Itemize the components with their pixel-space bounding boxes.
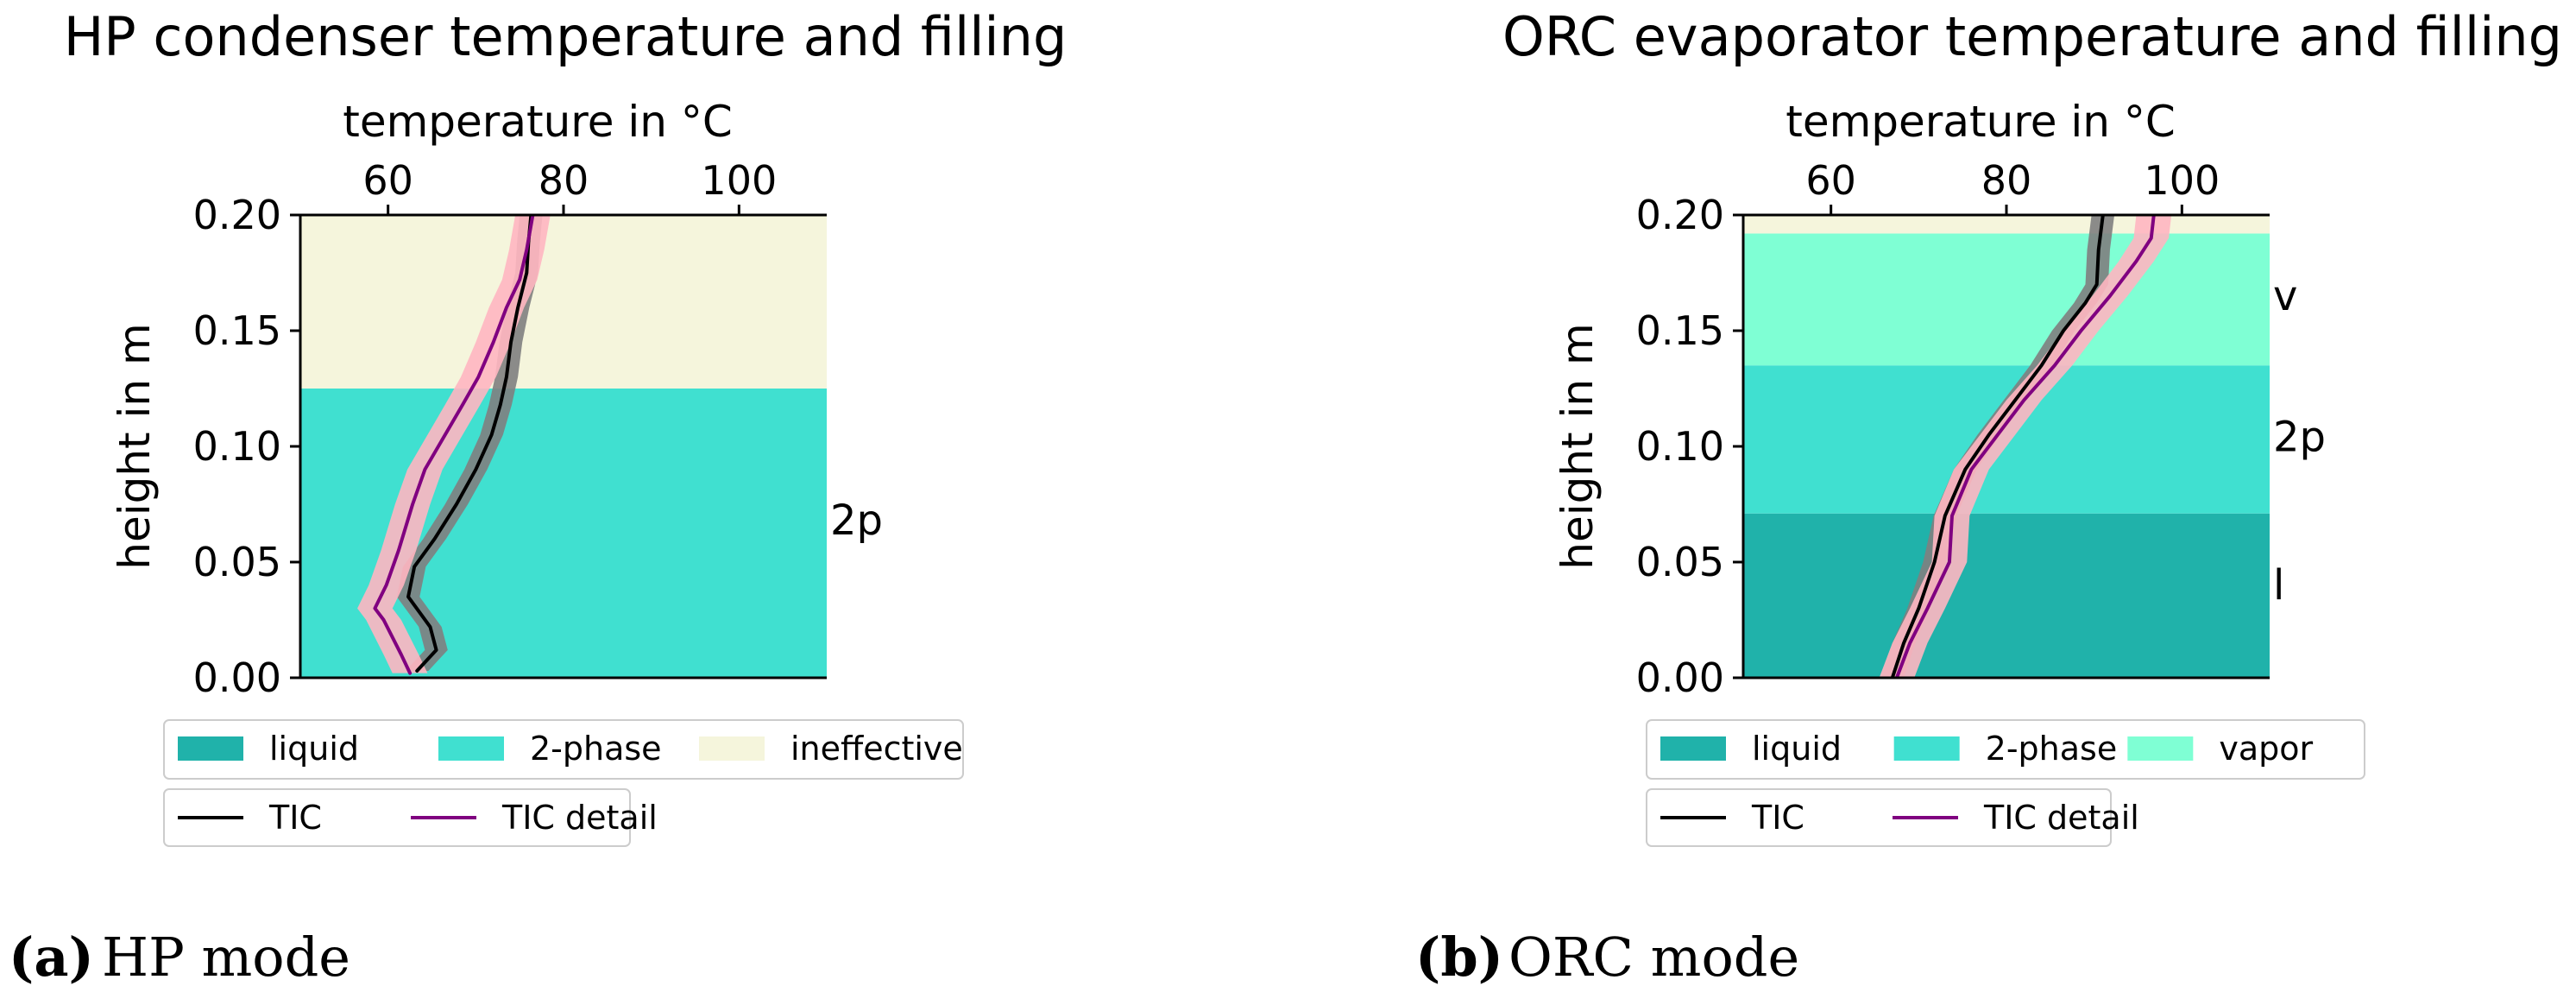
caption-text: HP mode: [102, 926, 350, 989]
legend-zones: liquid 2-phase vapor: [1646, 719, 2365, 780]
y-tick-label: 0.10: [1636, 423, 1724, 470]
legend-label: 2-phase: [530, 730, 662, 768]
legend-label: TIC detail: [501, 799, 658, 837]
y-tick-label: 0.20: [1636, 192, 1724, 238]
caption: (a) HP mode: [9, 926, 350, 989]
legend-swatch: [699, 736, 765, 761]
plot-area: [357, 215, 551, 675]
legend-label: TIC: [268, 799, 322, 837]
legend-label: liquid: [269, 730, 359, 768]
y-tick-label: 0.00: [193, 654, 281, 701]
legend-swatch: [1893, 736, 1960, 761]
chart-title: ORC evaporator temperature and filling: [1502, 5, 2562, 68]
legend-frame: [1646, 788, 2112, 847]
caption-letter: (b): [1415, 926, 1503, 989]
caption: (b) ORC mode: [1415, 926, 1799, 989]
x-axis-label: temperature in °C: [343, 97, 733, 147]
x-tick-label: 100: [701, 157, 777, 204]
zone-ineffective: [1743, 215, 2270, 234]
y-axis-label: height in m: [110, 323, 160, 569]
zone-label: v: [2273, 272, 2297, 320]
series-band-tic-detail: [1879, 215, 2172, 678]
y-tick-label: 0.10: [193, 423, 281, 470]
zone-label: 2p: [830, 496, 883, 545]
series-line-tic: [406, 215, 533, 673]
chart-title: HP condenser temperature and filling: [64, 5, 1068, 68]
chart-orc-evaporator: ORC evaporator temperature and filling 60…: [1415, 5, 2562, 989]
y-tick-label: 0.05: [1636, 539, 1724, 585]
legend-label: liquid: [1752, 730, 1842, 768]
zone-vapor: [1743, 233, 2270, 366]
caption-letter: (a): [9, 926, 94, 989]
x-tick-label: 80: [1981, 157, 2032, 204]
zone-label: l: [2273, 561, 2284, 610]
series-band-tic-detail: [357, 215, 551, 673]
zone-ineffective: [300, 215, 827, 389]
series-line-tic-detail: [1894, 215, 2156, 678]
legend-swatch: [178, 736, 243, 761]
caption-text: ORC mode: [1508, 926, 1799, 989]
zone-label: 2p: [2273, 413, 2326, 461]
y-tick-label: 0.15: [1636, 307, 1724, 354]
plot-area: [1879, 215, 2172, 678]
y-axis-label: height in m: [1553, 323, 1603, 569]
x-tick-label: 60: [362, 157, 413, 204]
x-axis-label: temperature in °C: [1786, 97, 2176, 147]
x-tick-label: 60: [1805, 157, 1856, 204]
y-tick-label: 0.05: [193, 539, 281, 585]
x-tick-label: 100: [2144, 157, 2220, 204]
zone-liquid: [1743, 513, 2270, 678]
x-tick-label: 80: [539, 157, 589, 204]
y-tick-label: 0.20: [193, 192, 281, 238]
legend-label: vapor: [2219, 730, 2313, 768]
legend-lines: TIC TIC detail: [1646, 788, 2139, 847]
legend-frame: [163, 719, 964, 780]
series-line-tic-detail: [373, 215, 535, 675]
legend-swatch: [2127, 736, 2194, 761]
legend-frame: [163, 788, 631, 847]
legend-label: 2-phase: [1986, 730, 2118, 768]
legend-label: ineffective: [790, 730, 963, 768]
legend-swatch: [438, 736, 504, 761]
y-tick-label: 0.00: [1636, 654, 1724, 701]
legend-frame: [1646, 719, 2365, 780]
chart-hp-condenser: HP condenser temperature and filling 60 80…: [9, 5, 1067, 989]
legend-label: TIC detail: [1983, 799, 2139, 837]
series-line-tic: [1890, 215, 2105, 678]
legend-swatch: [1660, 736, 1726, 761]
legend-lines: TIC TIC detail: [163, 788, 658, 847]
legend-label: TIC: [1751, 799, 1804, 837]
y-tick-label: 0.15: [193, 307, 281, 354]
legend-zones: liquid 2-phase ineffective: [163, 719, 964, 780]
